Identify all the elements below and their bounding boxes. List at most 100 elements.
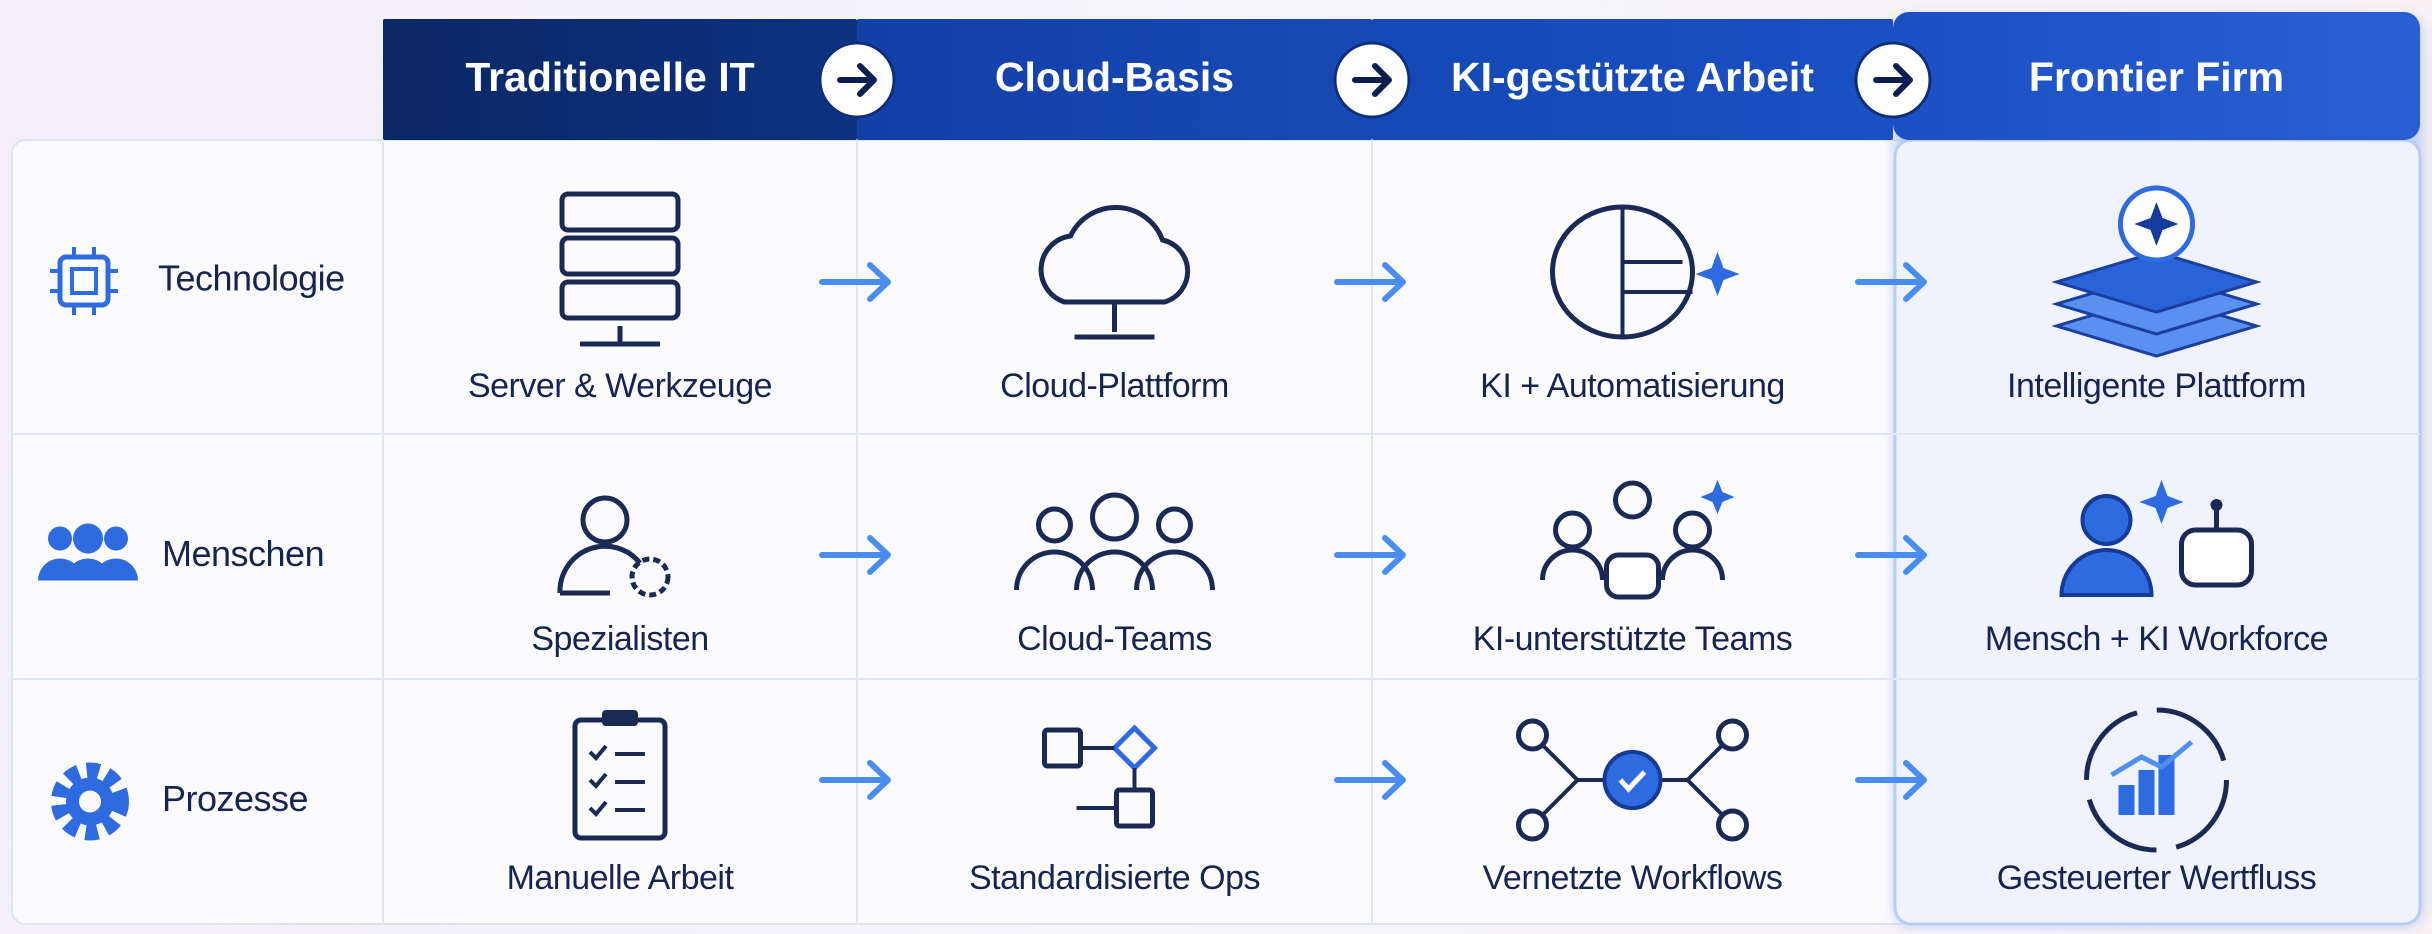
icon-part [1076, 746, 1137, 810]
icon-part [1553, 510, 1592, 550]
icon-part [1516, 808, 1549, 842]
icon-part [2051, 250, 2262, 314]
icon-part [1673, 510, 1712, 550]
icon-part [588, 772, 645, 789]
header-arrow [818, 41, 896, 119]
icon-part [559, 191, 681, 233]
cell-icon [1038, 205, 1191, 340]
icon-part [2139, 480, 2184, 524]
cell-icon [1014, 492, 1215, 591]
column-header-bg [383, 19, 857, 140]
cell-label: Intelligente Plattform [2007, 367, 2306, 405]
cell-icon [572, 710, 668, 841]
icon-part [1602, 750, 1663, 810]
icon-part [1660, 547, 1725, 581]
icon-part [2210, 499, 2223, 511]
icon-part [1540, 547, 1605, 581]
cell-icon [1540, 480, 1735, 600]
icon-part [73, 523, 103, 554]
icon-part [48, 526, 72, 551]
icon-part [2118, 785, 2135, 815]
flow-arrow [1855, 262, 1927, 302]
icon-part [2059, 548, 2154, 597]
arrow [1873, 63, 1913, 97]
arrow [1352, 63, 1392, 97]
flow-arrow [1334, 535, 1406, 575]
row-icon [38, 523, 138, 581]
icon-part [2110, 740, 2194, 778]
arrow [837, 63, 877, 97]
column-header-bg [1893, 12, 2420, 140]
icon-part [2134, 202, 2179, 246]
icon-part [559, 235, 681, 277]
icon-part [1700, 480, 1735, 514]
icon-part [2158, 755, 2175, 815]
icon-part [1074, 549, 1155, 591]
cell-label: Cloud-Teams [1017, 620, 1212, 658]
header-arrow [1854, 41, 1932, 119]
cell-icon [2059, 480, 2254, 597]
column-header: Cloud-Basis [995, 54, 1234, 100]
row-label: Technologie [158, 258, 345, 299]
flow-arrow [1334, 262, 1406, 302]
icon-part [94, 558, 138, 581]
icon-part [1134, 549, 1215, 591]
flow-arrow [819, 535, 891, 575]
icon-part [580, 326, 660, 347]
cell-icon [557, 495, 671, 598]
flow-arrow [1855, 760, 1927, 800]
cell-icon [559, 191, 681, 347]
icon-part [2179, 527, 2254, 588]
icon-part [1620, 207, 1693, 337]
icon-part [629, 556, 671, 598]
icon-part [2080, 494, 2133, 546]
icon-part [1014, 549, 1095, 591]
icon-part [79, 790, 101, 813]
column-header-bg [857, 19, 1372, 140]
icon-part [2138, 770, 2155, 815]
icon-part [1090, 492, 1139, 542]
cell-icon [1516, 718, 1749, 842]
icon-part [1038, 205, 1191, 305]
row-label: Menschen [162, 533, 324, 574]
flow-arrow [1334, 760, 1406, 800]
cell-label: Cloud-Plattform [1000, 367, 1229, 405]
icon-part [1716, 718, 1749, 752]
grid [12, 140, 2420, 924]
icon-part [1604, 552, 1661, 600]
cell-icon [2084, 707, 2229, 853]
icon-part [559, 279, 681, 321]
row-label: Prozesse [162, 778, 308, 819]
icon-part [557, 543, 642, 594]
icon-part [57, 254, 111, 308]
icon-part [1036, 506, 1073, 544]
cell-icon [2051, 185, 2262, 358]
column-header: KI-gestützte Arbeit [1451, 54, 1814, 100]
icon-part [1516, 718, 1549, 752]
icon-part [1613, 480, 1652, 520]
cell-icon [1550, 204, 1740, 340]
icon-part [580, 495, 630, 545]
icon-part [50, 247, 118, 315]
icon-part [51, 762, 129, 841]
cell-label: Server & Werkzeuge [468, 367, 772, 405]
cell-label: Spezialisten [531, 620, 708, 658]
icon-part [1074, 302, 1155, 340]
cell-label: KI + Automatisierung [1480, 367, 1785, 405]
icon-part [1695, 252, 1740, 296]
icon-part [588, 800, 645, 817]
icon-part [104, 526, 128, 551]
cell-label: Mensch + KI Workforce [1985, 620, 2328, 658]
cell-icon [1042, 724, 1159, 829]
cell-label: Manuelle Arbeit [507, 859, 735, 897]
header-arrow [1333, 41, 1411, 119]
flow-arrow [1855, 535, 1927, 575]
icon-part [1716, 808, 1749, 842]
row-icon [51, 762, 129, 841]
row-icon [50, 247, 118, 315]
icon-part [1618, 770, 1647, 793]
icon-part [588, 744, 645, 761]
icon-part [2084, 707, 2229, 853]
